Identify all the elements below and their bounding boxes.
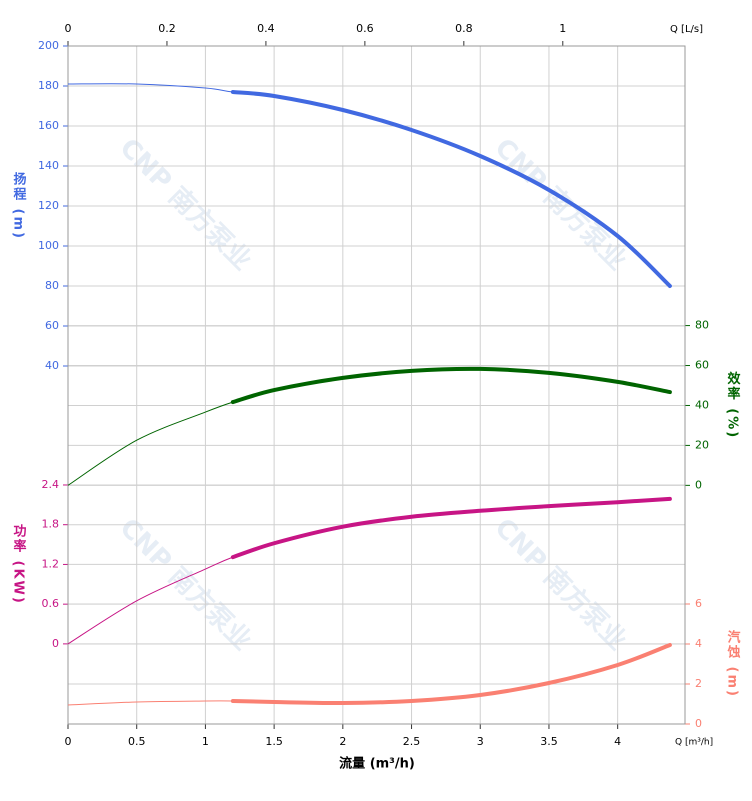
y-tick-label: 0 <box>52 637 59 650</box>
x-tick-label: 0 <box>65 735 72 748</box>
x-tick-label: 2.5 <box>403 735 421 748</box>
curve-operating-range <box>230 496 672 560</box>
x2-tick-label: 1 <box>559 22 566 35</box>
curve-operating-range <box>230 366 672 405</box>
y-tick-label: 60 <box>45 319 59 332</box>
x2-tick-label: 0.8 <box>455 22 473 35</box>
y-tick-label: 1.8 <box>42 518 60 531</box>
y-tick-label: 200 <box>38 39 59 52</box>
y-tick-label: 140 <box>38 159 59 172</box>
y-tick-label: 80 <box>695 319 709 332</box>
y-tick-label: 1.2 <box>42 557 60 570</box>
y-tick-label: 80 <box>45 279 59 292</box>
x-tick-label: 3.5 <box>540 735 558 748</box>
x-tick-label: 2 <box>339 735 346 748</box>
x2-unit: Q [L/s] <box>670 24 703 35</box>
y-axis-title: 效率 (%) <box>725 371 741 439</box>
x2-tick-label: 0.4 <box>257 22 275 35</box>
plot-frame <box>67 45 686 725</box>
x-unit: Q [m³/h] <box>675 738 713 748</box>
y-tick-label: 0 <box>695 478 702 491</box>
y-tick-label: 180 <box>38 79 59 92</box>
curve-operating-range <box>230 90 672 288</box>
y-tick-label: 60 <box>695 359 709 372</box>
x-tick-label: 0.5 <box>128 735 146 748</box>
y-tick-label: 0 <box>695 717 702 730</box>
x2-tick-label: 0.6 <box>356 22 374 35</box>
x-tick-label: 3 <box>477 735 484 748</box>
x2-tick-label: 0.2 <box>158 22 176 35</box>
y-tick-label: 100 <box>38 239 59 252</box>
y-tick-label: 0.6 <box>42 597 60 610</box>
y-tick-label: 4 <box>695 637 702 650</box>
y-tick-label: 2.4 <box>42 478 60 491</box>
y-axis-title: 功率 (KW) <box>11 524 27 605</box>
y-tick-label: 20 <box>695 438 709 451</box>
y-tick-label: 2 <box>695 677 702 690</box>
y-axis-title: 汽蚀 (m) <box>725 629 742 698</box>
x-tick-label: 4 <box>614 735 621 748</box>
x-tick-label: 1 <box>202 735 209 748</box>
y-tick-label: 120 <box>38 199 59 212</box>
x-axis-title: 流量 (m³/h) <box>339 756 415 772</box>
x2-tick-label: 0 <box>65 22 72 35</box>
y-tick-label: 160 <box>38 119 59 132</box>
x-tick-label: 1.5 <box>265 735 283 748</box>
curve-operating-range <box>230 643 672 706</box>
y-axis-title: 扬程 (m) <box>11 171 27 240</box>
y-tick-label: 40 <box>695 398 709 411</box>
y-tick-label: 40 <box>45 359 59 372</box>
y-tick-label: 6 <box>695 597 702 610</box>
